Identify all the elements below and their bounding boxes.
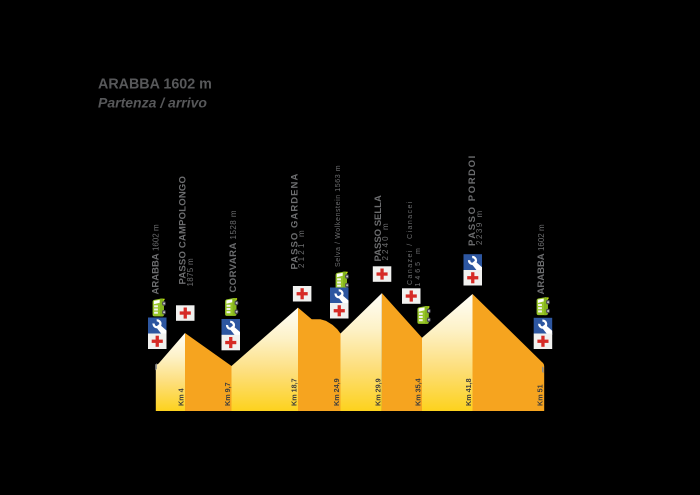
svg-text:Selva / Wolkenstein 1563 m: Selva / Wolkenstein 1563 m bbox=[335, 165, 342, 267]
svg-text:Km 29,9: Km 29,9 bbox=[373, 378, 382, 406]
svg-text:1465 m: 1465 m bbox=[415, 245, 422, 286]
svg-text:CORVARA 1528 m: CORVARA 1528 m bbox=[228, 210, 239, 292]
svg-text:Km 35,4: Km 35,4 bbox=[414, 378, 423, 406]
svg-text:PASSO SELLA: PASSO SELLA bbox=[373, 195, 384, 261]
svg-text:Km 18,7: Km 18,7 bbox=[290, 378, 299, 406]
svg-text:Km 24,9: Km 24,9 bbox=[332, 378, 341, 406]
svg-text:ARABBA 1602 m: ARABBA 1602 m bbox=[536, 224, 547, 294]
svg-text:1875 m: 1875 m bbox=[186, 258, 195, 287]
svg-text:Km 41,8: Km 41,8 bbox=[464, 378, 473, 406]
svg-text:2121 m: 2121 m bbox=[297, 228, 306, 268]
svg-text:Canazei / Cianacei: Canazei / Cianacei bbox=[407, 200, 414, 285]
svg-text:2239 m: 2239 m bbox=[475, 209, 484, 245]
svg-text:Partenza / arrivo: Partenza / arrivo bbox=[98, 95, 207, 111]
svg-text:ARABBA 1602 m: ARABBA 1602 m bbox=[151, 224, 162, 294]
svg-text:PASSO GARDENA: PASSO GARDENA bbox=[290, 173, 301, 270]
svg-text:Km 51: Km 51 bbox=[535, 384, 544, 406]
svg-text:PASSO CAMPOLONGO: PASSO CAMPOLONGO bbox=[178, 176, 189, 285]
svg-text:ARABBA 1602 m: ARABBA 1602 m bbox=[98, 77, 212, 93]
svg-text:Km 4: Km 4 bbox=[177, 388, 186, 406]
svg-text:2240 m: 2240 m bbox=[381, 221, 390, 260]
svg-text:PASSO PORDOI: PASSO PORDOI bbox=[467, 154, 478, 246]
svg-text:Km 9,7: Km 9,7 bbox=[223, 382, 232, 406]
